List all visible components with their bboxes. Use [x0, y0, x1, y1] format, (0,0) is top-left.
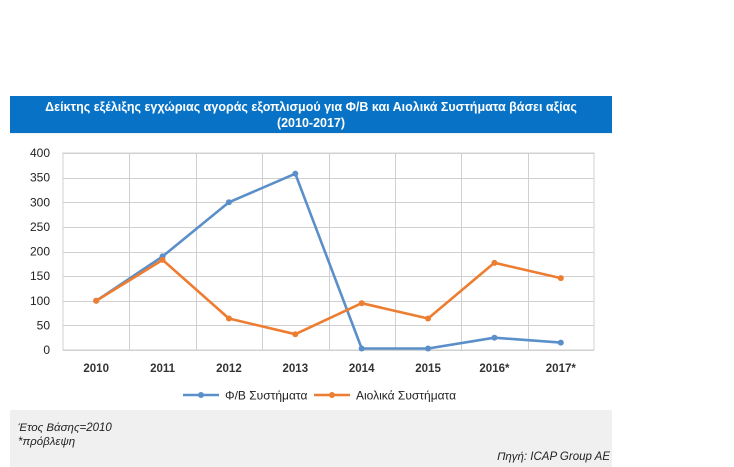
- y-tick-label: 300: [30, 195, 50, 209]
- y-tick-label: 50: [37, 318, 51, 332]
- data-point-pv: [557, 339, 564, 346]
- data-point-wind: [358, 300, 365, 307]
- y-tick-label: 100: [30, 294, 50, 308]
- x-tick-label: 2015: [415, 363, 441, 375]
- legend-label-pv: Φ/Β Συστήματα: [225, 389, 307, 403]
- data-point-pv: [491, 334, 498, 341]
- series-line-pv: [95, 172, 561, 350]
- data-point-pv: [292, 170, 299, 177]
- legend-label-wind: Αιολικά Συστήματα: [356, 389, 456, 403]
- series-line-wind: [95, 258, 562, 336]
- data-point-wind: [93, 297, 100, 304]
- chart-title-line-1: Δείκτης εξέλιξης εγχώριας αγοράς εξοπλισ…: [45, 99, 577, 114]
- data-point-wind: [557, 275, 564, 282]
- source-note: Πηγή: ICAP Group AE: [497, 451, 610, 463]
- x-tick-label: 2013: [283, 363, 309, 375]
- plot-card: [10, 134, 612, 410]
- forecast-note: *πρόβλεψη: [18, 436, 76, 448]
- x-tick-label: 2016*: [479, 363, 510, 375]
- x-tick-label: 2014: [349, 363, 375, 375]
- data-point-pv: [425, 345, 432, 352]
- data-point-wind: [159, 256, 166, 263]
- legend-marker-wind: [329, 392, 335, 398]
- y-tick-label: 150: [30, 269, 50, 283]
- chart-notes: Έτος Βάσης=2010 *πρόβλεψη: [18, 421, 112, 449]
- data-point-pv: [358, 345, 365, 352]
- data-point-wind: [292, 331, 299, 338]
- data-point-wind: [225, 315, 232, 322]
- chart-title: Δείκτης εξέλιξης εγχώριας αγοράς εξοπλισ…: [10, 96, 612, 133]
- x-tick-label: 2011: [150, 363, 176, 375]
- data-point-pv: [225, 199, 232, 206]
- y-tick-label: 350: [30, 171, 50, 185]
- x-tick-label: 2012: [216, 363, 242, 375]
- base-year-note: Έτος Βάσης=2010: [18, 422, 112, 434]
- legend-marker-pv: [198, 392, 204, 398]
- chart-title-line-2: (2010-2017): [276, 115, 346, 130]
- y-tick-label: 0: [43, 343, 50, 357]
- plot-area: [62, 152, 595, 351]
- y-tick-label: 250: [30, 220, 50, 234]
- y-tick-label: 200: [30, 245, 50, 259]
- x-tick-label: 2017*: [546, 363, 577, 375]
- data-point-wind: [425, 315, 432, 322]
- y-tick-label: 400: [30, 146, 50, 160]
- data-point-wind: [491, 259, 498, 266]
- x-tick-label: 2010: [83, 363, 109, 375]
